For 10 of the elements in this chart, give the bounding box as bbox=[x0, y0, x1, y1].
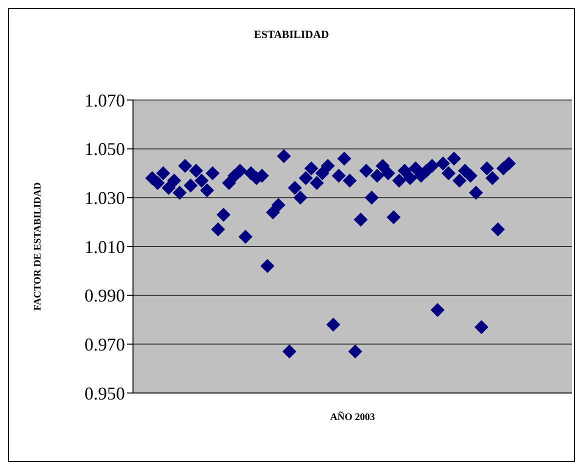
y-tick-label: 1.050 bbox=[84, 139, 125, 160]
chart-title: ESTABILIDAD bbox=[253, 29, 330, 41]
y-tick-label: 0.950 bbox=[84, 383, 125, 404]
y-tick-label: 0.990 bbox=[84, 286, 125, 306]
y-tick-label: 1.030 bbox=[84, 188, 125, 208]
y-tick-label: 1.010 bbox=[84, 236, 125, 257]
y-axis-title: FACTOR DE ESTABILIDAD bbox=[32, 182, 44, 311]
y-tick-label: 0.970 bbox=[84, 334, 125, 355]
x-axis-title: AÑO 2003 bbox=[330, 411, 375, 424]
y-tick-label: 1.070 bbox=[84, 90, 125, 110]
